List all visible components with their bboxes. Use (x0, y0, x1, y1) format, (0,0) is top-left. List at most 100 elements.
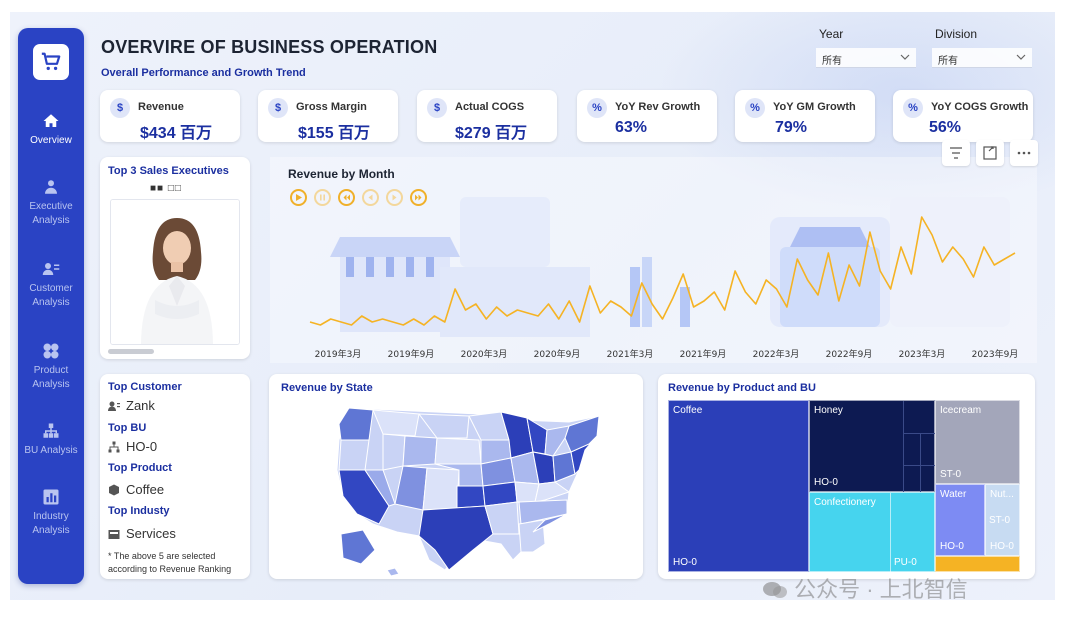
card-title: Revenue by Product and BU (668, 382, 816, 394)
briefcase-icon (108, 529, 120, 539)
sidebar-item-industry-analysis[interactable]: Industry Analysis (18, 488, 84, 538)
year-dropdown[interactable]: 所有 (816, 48, 916, 68)
top-customer-label: Top Customer (108, 381, 182, 393)
kpi-card-actual-cogs: $ Actual COGS $279 百万 (417, 90, 557, 142)
kpi-card-gross-margin: $ Gross Margin $155 百万 (258, 90, 398, 142)
treemap-cell-confectionery[interactable]: Confectionery PU-0 (809, 492, 935, 573)
cell-product-label: Water (940, 489, 967, 500)
x-tick-label: 2022年9月 (826, 348, 873, 360)
chevron-down-icon (900, 54, 910, 60)
sidebar-item-label: Overview (30, 135, 72, 146)
division-dropdown-value: 所有 (938, 56, 958, 67)
chevron-down-icon (1016, 54, 1026, 60)
top-bu-value-row: HO-0 (108, 439, 157, 454)
carousel-pager[interactable]: ■■ □□ (150, 183, 182, 194)
sidebar-item-customer-analysis[interactable]: Customer Analysis (18, 260, 84, 310)
x-tick-label: 2023年9月 (972, 348, 1019, 360)
wechat-icon (763, 582, 787, 598)
cell-product-label: Nut... (990, 489, 1014, 500)
sidebar-item-label: Industry Analysis (32, 511, 70, 536)
cell-bu-label: ST-0 (940, 469, 962, 480)
kpi-card-yoy-rev-growth: % YoY Rev Growth 63% (577, 90, 717, 142)
percent-icon: % (745, 98, 765, 118)
sidebar-item-label: BU Analysis (24, 445, 78, 456)
cell-product-label: Confectionery (814, 497, 876, 508)
sidebar-item-executive-analysis[interactable]: Executive Analysis (18, 178, 84, 228)
revenue-line-plot: 2019年3月 2019年9月 2020年3月 2020年9月 2021年3月 2021年… (309, 216, 1019, 360)
kpi-value: 79% (775, 119, 808, 136)
treemap-cell-icecream[interactable]: Icecream ST-0 (935, 400, 1020, 484)
x-axis-ticks: 2019年3月 2019年9月 2020年3月 2020年9月 2021年3月 2021年… (315, 348, 1019, 360)
treemap-cell-honey[interactable]: Honey HO-0 (809, 400, 936, 493)
focus-mode-button[interactable] (976, 140, 1004, 166)
year-dropdown-value: 所有 (822, 56, 842, 67)
visual-toolbar (942, 140, 1042, 166)
filter-icon (950, 147, 962, 159)
us-choropleth-map[interactable] (269, 374, 643, 579)
cell-product-label: Honey (814, 405, 843, 416)
more-icon (1017, 151, 1031, 155)
sidebar-item-product-analysis[interactable]: Product Analysis (18, 342, 84, 392)
kpi-value: $279 百万 (455, 125, 528, 142)
first-frame-button[interactable] (338, 189, 355, 206)
card-title: Revenue by State (281, 382, 373, 394)
play-icon (296, 194, 302, 201)
page-title: OVERVIRE OF BUSINESS OPERATION (101, 37, 438, 57)
top-rankings-card: Top Customer Zank Top BU HO-0 Top Produc… (100, 374, 250, 579)
chart-title: Revenue by Month (288, 167, 395, 181)
cell-product-label: Icecream (940, 405, 982, 416)
expand-icon (983, 146, 997, 160)
org-icon (43, 423, 59, 438)
executive-icon (45, 180, 57, 194)
sidebar-item-overview[interactable]: Overview (18, 112, 84, 148)
pause-icon (320, 194, 325, 201)
customer-icon (42, 263, 60, 275)
pause-button[interactable] (314, 189, 331, 206)
box-icon (109, 484, 119, 495)
sidebar-item-label: Product Analysis (32, 365, 70, 390)
top-bu-value: HO-0 (126, 439, 158, 454)
kpi-label: YoY COGS Growth (931, 101, 1029, 113)
kpi-card-revenue: $ Revenue $434 百万 (100, 90, 240, 142)
x-tick-label: 2021年9月 (680, 348, 727, 360)
series-line (309, 216, 1016, 326)
percent-icon: % (903, 98, 923, 118)
cell-product-label: Coffee (673, 405, 703, 416)
treemap-cell-coffee[interactable]: Coffee HO-0 (668, 400, 809, 572)
top-industry-value: Services (126, 526, 176, 541)
cell-bu-label: PU-0 (894, 557, 917, 568)
ranking-footnote: * The above 5 are selected according to … (108, 551, 232, 574)
money-bag-icon: $ (110, 98, 130, 118)
treemap-cell-water[interactable]: Water HO-0 (935, 484, 985, 556)
skip-forward-icon (415, 194, 422, 201)
play-button[interactable] (290, 189, 307, 206)
horizontal-scrollbar[interactable] (108, 349, 154, 354)
money-bag-icon: $ (427, 98, 447, 118)
previous-frame-button[interactable] (362, 189, 379, 206)
treemap-plot: Coffee HO-0 Honey HO-0 Icecream ST-0 Con… (668, 400, 1022, 573)
x-tick-label: 2022年3月 (753, 348, 800, 360)
x-tick-label: 2019年9月 (388, 348, 435, 360)
top-customer-value-row: Zank (108, 398, 155, 413)
division-dropdown[interactable]: 所有 (932, 48, 1032, 68)
treemap-cell-nut[interactable]: Nut... ST-0 HO-0 (985, 484, 1020, 556)
next-frame-button[interactable] (386, 189, 403, 206)
last-frame-button[interactable] (410, 189, 427, 206)
org-icon (108, 441, 120, 452)
filter-button[interactable] (942, 140, 970, 166)
kpi-label: YoY Rev Growth (615, 101, 701, 113)
kpi-label: YoY GM Growth (773, 101, 856, 113)
step-back-icon (368, 194, 373, 201)
x-tick-label: 2023年3月 (899, 348, 946, 360)
product-icon (43, 343, 59, 359)
more-options-button[interactable] (1010, 140, 1038, 166)
kpi-value: $155 百万 (298, 125, 371, 142)
executive-photo (110, 199, 240, 345)
shopping-cart-logo[interactable] (33, 44, 69, 80)
cell-bu-label-secondary: HO-0 (990, 541, 1014, 552)
wechat-watermark: 公众号 · 上北智信 (762, 572, 968, 600)
x-tick-label: 2019年3月 (315, 348, 362, 360)
sidebar-item-bu-analysis[interactable]: BU Analysis (18, 422, 84, 458)
top-sales-executives-card: Top 3 Sales Executives ■■ □□ (100, 157, 250, 359)
treemap-cell-other[interactable] (935, 556, 1020, 572)
